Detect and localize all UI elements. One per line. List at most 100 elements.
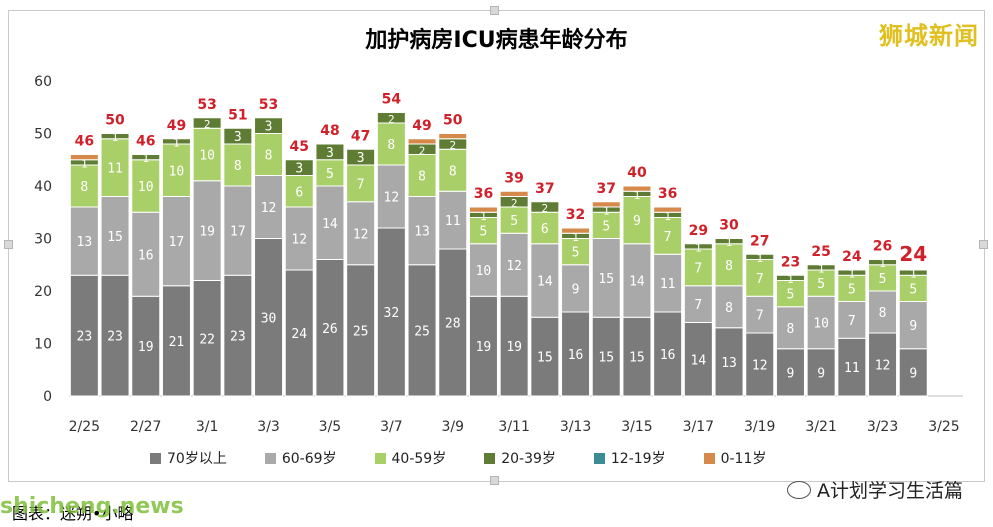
bar-value-label: 1 <box>112 131 119 144</box>
bar-value-label: 5 <box>326 167 334 182</box>
x-tick-label: 3/7 <box>380 419 403 435</box>
bar-segment <box>69 154 99 161</box>
stacked-bar-chart: 0102030405060231381462315111501916101462… <box>34 74 963 435</box>
bar-segment <box>745 332 775 397</box>
total-label: 27 <box>750 233 769 249</box>
brand-logo: 狮城新闻 <box>879 22 979 50</box>
bar-value-label: 11 <box>107 162 123 177</box>
bar-segment <box>591 201 621 208</box>
bar-segment <box>530 201 560 213</box>
bar-value-label: 5 <box>879 272 887 287</box>
bar-segment <box>714 285 744 329</box>
bar-segment <box>775 280 805 308</box>
bar-segment <box>100 133 130 140</box>
y-tick-label: 20 <box>34 284 52 300</box>
bar-value-label: 10 <box>813 317 829 332</box>
total-label: 53 <box>259 97 278 113</box>
bar-value-label: 12 <box>261 201 277 216</box>
bar-segment <box>591 316 621 397</box>
bar-value-label: 2 <box>449 139 456 152</box>
bar-value-label: 8 <box>725 301 733 316</box>
legend-label: 12-19岁 <box>610 451 666 467</box>
total-label: 37 <box>535 181 554 197</box>
bar-value-label: 9 <box>787 366 795 381</box>
x-tick-label: 2/25 <box>69 419 100 435</box>
bar-segment <box>407 138 437 145</box>
bar-value-label: 2 <box>204 118 211 131</box>
bar-segment <box>837 301 867 339</box>
bar-value-label: 10 <box>138 180 154 195</box>
y-tick-label: 50 <box>34 127 52 143</box>
bar-value-label: 13 <box>77 235 93 250</box>
bar-value-label: 10 <box>476 264 492 279</box>
y-tick-label: 60 <box>34 74 52 90</box>
bar-value-label: 16 <box>660 348 676 363</box>
bar-value-label: 8 <box>418 170 426 185</box>
bar-segment <box>131 159 161 213</box>
bar-value-label: 28 <box>445 317 461 332</box>
bar-segment <box>837 337 867 397</box>
bar-segment <box>499 295 529 397</box>
bar-segment <box>376 122 406 166</box>
bar-segment <box>161 285 191 397</box>
bar-segment <box>653 206 683 213</box>
bar-value-label: 26 <box>322 322 338 337</box>
total-label: 39 <box>504 170 523 186</box>
bar-value-label: 1 <box>634 189 641 202</box>
bar-value-label: 1 <box>910 268 917 281</box>
bar-value-label: 32 <box>384 306 400 321</box>
bar-value-label: 7 <box>756 272 764 287</box>
bar-segment <box>775 274 805 281</box>
bar-segment <box>407 196 437 266</box>
bar-segment <box>745 259 775 297</box>
resize-handle-right[interactable] <box>979 240 988 249</box>
x-tick-label: 3/23 <box>867 419 898 435</box>
bar-value-label: 15 <box>537 351 553 366</box>
bar-value-label: 16 <box>138 248 154 263</box>
bar-value-label: 2 <box>388 113 395 126</box>
bar-value-label: 8 <box>80 180 88 195</box>
bar-value-label: 1 <box>572 231 579 244</box>
resize-handle-left[interactable] <box>4 240 13 249</box>
bar-value-label: 23 <box>230 330 246 345</box>
bar-segment <box>898 348 928 397</box>
bar-segment <box>254 175 284 239</box>
bar-value-label: 5 <box>817 277 825 292</box>
bar-segment <box>837 269 867 276</box>
bar-value-label: 13 <box>721 356 737 371</box>
bar-segment <box>745 253 775 260</box>
bar-value-label: 6 <box>295 185 303 200</box>
total-label: 54 <box>382 92 402 108</box>
bar-value-label: 14 <box>322 217 338 232</box>
bar-value-label: 19 <box>199 225 215 240</box>
account-name: A计划学习生活篇 <box>817 480 963 502</box>
bar-value-label: 22 <box>199 332 215 347</box>
bar-segment <box>131 154 161 161</box>
bar-value-label: 3 <box>295 162 303 177</box>
legend-label: 20-39岁 <box>501 451 556 467</box>
total-label: 48 <box>320 123 339 139</box>
bar-segment <box>100 138 130 197</box>
bar-value-label: 24 <box>291 327 307 342</box>
bar-value-label: 8 <box>234 159 242 174</box>
bar-value-label: 8 <box>387 138 395 153</box>
bar-value-label: 1 <box>173 136 180 149</box>
bar-value-label: 8 <box>787 322 795 337</box>
bar-value-label: 8 <box>265 149 273 164</box>
resize-handle-bottom[interactable] <box>490 476 499 485</box>
bar-value-label: 15 <box>629 351 645 366</box>
bar-value-label: 25 <box>414 324 430 339</box>
y-tick-label: 40 <box>34 179 52 195</box>
total-label: 49 <box>412 118 431 134</box>
legend-item-0-11: 0-11岁 <box>703 448 766 468</box>
resize-handle-top[interactable] <box>490 6 499 15</box>
bar-segment <box>622 185 652 192</box>
total-label: 26 <box>873 239 892 255</box>
total-label: 25 <box>811 244 830 260</box>
bar-segment <box>898 269 928 276</box>
bar-segment <box>868 264 898 292</box>
bar-value-label: 14 <box>537 275 553 290</box>
bar-segment <box>346 164 376 203</box>
legend-item-70-plus: 70岁以上 <box>150 448 227 468</box>
bar-value-label: 5 <box>602 219 610 234</box>
